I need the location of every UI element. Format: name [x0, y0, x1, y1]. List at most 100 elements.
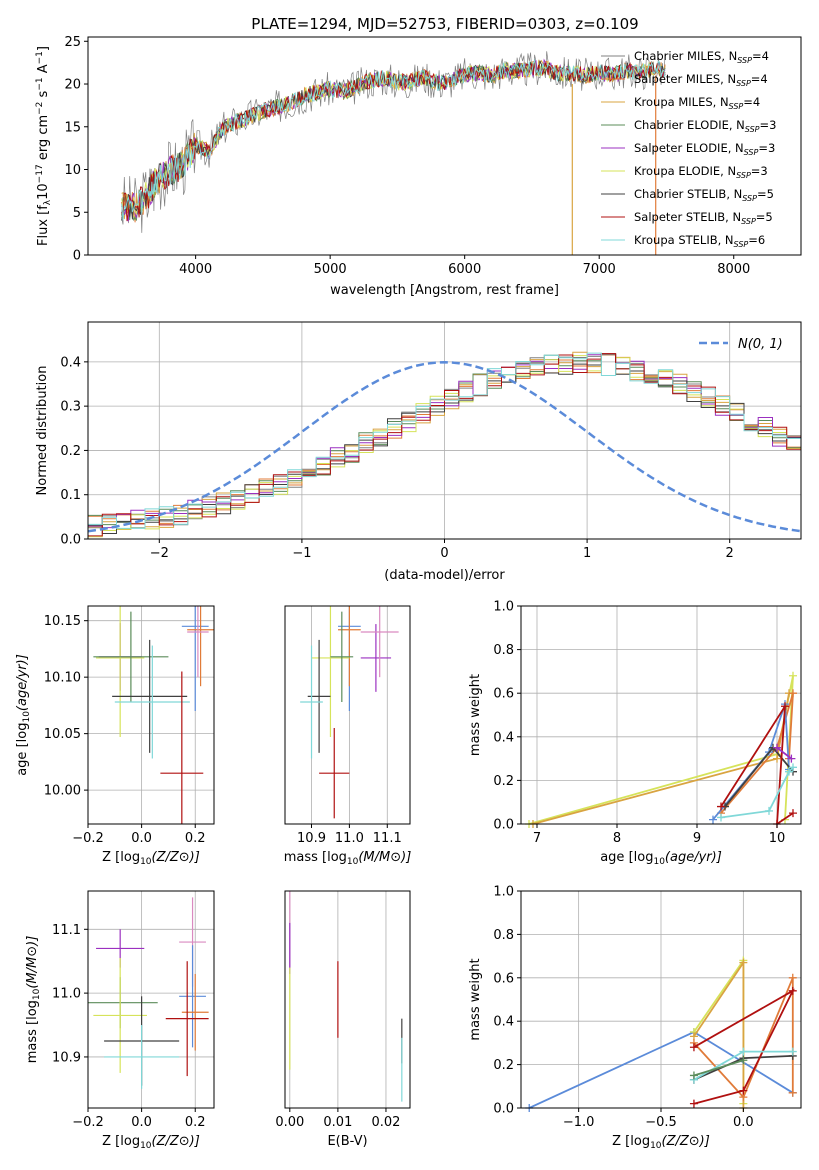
x-tick-label: 8000: [717, 262, 750, 277]
weight-line-3: [693, 977, 794, 1099]
y-tick-label: 15: [64, 120, 81, 135]
y-tick-label: 0.0: [60, 533, 81, 548]
x-tick-label: 7000: [583, 262, 616, 277]
x-tick-label: 0.01: [323, 1115, 352, 1130]
y-axis-label: mass weight: [468, 674, 483, 756]
legend-label: Salpeter STELIB, NSSP=5: [634, 210, 773, 226]
legend-label: Chabrier STELIB, NSSP=5: [634, 187, 774, 203]
y-tick-label: 0.1: [60, 488, 81, 503]
y-tick-label: 0.2: [493, 1058, 514, 1073]
axes-frame-mass_vs_ebv: [284, 890, 411, 1109]
x-axis-label: Z [log10(Z/Z⊙)]: [102, 850, 200, 867]
axes-frame-spectrum: [87, 36, 802, 256]
x-tick-label: 0.0: [733, 1115, 754, 1130]
weight-marker: [739, 1047, 748, 1056]
axes-frame-mass_weight_vs_age: [520, 605, 802, 825]
x-axis-label: Z [log10(Z/Z⊙)]: [612, 1134, 710, 1151]
y-tick-label: 10.9: [52, 1050, 81, 1065]
legend-label: Chabrier MILES, NSSP=4: [634, 49, 769, 65]
x-tick-label: 0.2: [185, 1115, 206, 1130]
weight-line-6: [720, 766, 794, 819]
weight-marker: [773, 754, 781, 763]
x-axis-label: Z [log10(Z/Z⊙)]: [102, 1134, 200, 1151]
y-tick-label: 0.4: [493, 730, 514, 745]
weight-marker: [689, 1043, 698, 1052]
x-axis-label: E(B-V): [327, 1134, 367, 1149]
histogram-step-7: [88, 353, 801, 537]
y-tick-label: 11.0: [52, 987, 81, 1002]
legend-label: Kroupa MILES, NSSP=4: [634, 95, 760, 111]
x-tick-label: 0.02: [371, 1115, 400, 1130]
x-tick-label: 6000: [448, 262, 481, 277]
y-tick-label: 10.15: [44, 614, 81, 629]
x-tick-label: 7: [533, 831, 541, 846]
histogram-step-8: [88, 352, 801, 529]
y-tick-label: 0.8: [493, 643, 514, 658]
axes-frame-age_vs_Z: [87, 605, 215, 825]
x-tick-label: 2: [726, 546, 734, 561]
axes-frame-age_vs_mass: [284, 605, 411, 825]
weight-marker: [789, 671, 797, 680]
x-tick-label: 8: [613, 831, 621, 846]
y-axis-label: mass [log10(M/M⊙)]: [25, 936, 42, 1064]
weight-marker: [789, 763, 797, 772]
weight-marker: [689, 1099, 698, 1108]
y-tick-label: 5: [73, 206, 81, 221]
x-axis-label: wavelength [Angstrom, rest frame]: [330, 283, 559, 298]
y-tick-label: 0.4: [60, 355, 81, 370]
spectrum-line-8: [121, 58, 666, 221]
legend-label: N(0, 1): [738, 337, 783, 352]
y-axis-label: Normed distribution: [35, 366, 50, 496]
weight-marker: [789, 809, 797, 818]
y-axis-label: Flux [fλ10−17 erg cm−2 s−1 A−1]: [35, 46, 53, 246]
y-tick-label: 0.0: [493, 818, 514, 833]
x-tick-label: −1: [292, 546, 311, 561]
y-tick-label: 1.0: [493, 600, 514, 615]
y-tick-label: 0.2: [493, 774, 514, 789]
axes-frame-mass_vs_Z: [87, 890, 215, 1109]
y-tick-label: 10: [64, 163, 81, 178]
y-tick-label: 0.6: [493, 971, 514, 986]
weight-marker: [788, 973, 797, 982]
weight-line-7: [776, 746, 792, 760]
weight-marker: [709, 815, 717, 824]
weight-marker: [789, 689, 797, 698]
x-tick-label: −0.2: [72, 831, 104, 846]
legend-label: Salpeter ELODIE, NSSP=3: [634, 141, 775, 157]
weight-marker: [781, 702, 789, 711]
weight-marker: [773, 743, 781, 752]
weight-line-0: [528, 675, 794, 824]
weight-marker: [717, 813, 725, 822]
x-tick-label: 5000: [314, 262, 347, 277]
x-tick-label: 0.00: [275, 1115, 304, 1130]
weight-line-2: [720, 692, 794, 814]
x-axis-label: (data-model)/error: [384, 568, 505, 583]
x-tick-label: 10: [769, 831, 786, 846]
x-tick-label: 0.2: [185, 831, 206, 846]
y-tick-label: 0.3: [60, 400, 81, 415]
legend-label: Chabrier ELODIE, NSSP=3: [634, 118, 776, 134]
x-tick-label: 0.0: [131, 1115, 152, 1130]
y-tick-label: 10.05: [44, 727, 81, 742]
weight-marker: [787, 754, 796, 763]
histogram-step-3: [88, 353, 801, 529]
x-tick-label: 4000: [179, 262, 212, 277]
y-tick-label: 0.0: [493, 1102, 514, 1117]
y-tick-label: 1.0: [493, 885, 514, 900]
x-tick-label: −0.2: [72, 1115, 104, 1130]
y-axis-label: mass weight: [468, 958, 483, 1040]
histogram-step-5: [88, 353, 801, 538]
histogram-step-2: [88, 351, 801, 530]
x-axis-label: age [log10(age/yr)]: [600, 850, 722, 867]
weight-line-2: [693, 959, 745, 1108]
x-tick-label: 10.9: [297, 831, 326, 846]
x-tick-label: 0.0: [131, 831, 152, 846]
y-tick-label: 25: [64, 35, 81, 50]
weight-line-5: [720, 705, 794, 824]
y-tick-label: 0.6: [493, 687, 514, 702]
y-tick-label: 11.1: [52, 923, 81, 938]
legend-label: Kroupa STELIB, NSSP=6: [634, 233, 765, 249]
x-tick-label: 0: [440, 546, 448, 561]
weight-marker: [788, 986, 797, 995]
